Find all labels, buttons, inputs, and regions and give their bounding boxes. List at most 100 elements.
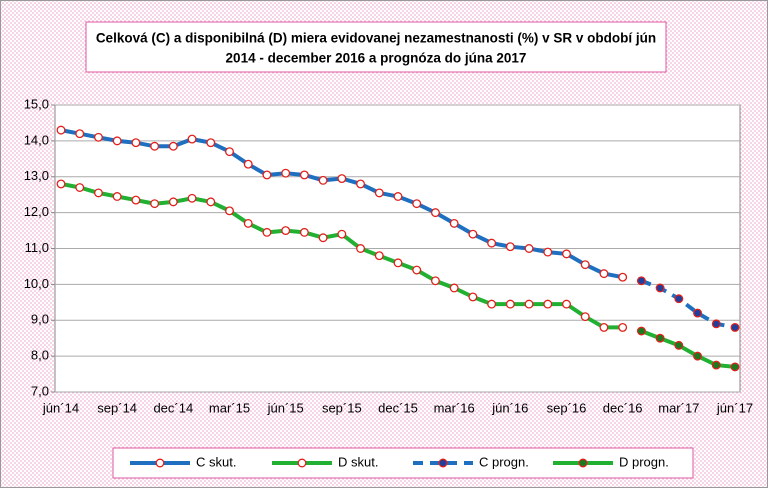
data-point (693, 308, 703, 318)
legend-marker (297, 458, 307, 468)
data-point (393, 258, 403, 268)
data-point (299, 170, 309, 180)
legend-label: C progn. (479, 454, 529, 469)
data-point (318, 175, 328, 185)
data-point (655, 333, 665, 343)
y-tick-label: 10,0 (24, 276, 49, 291)
data-point (93, 132, 103, 142)
x-tick-label: sep´15 (322, 400, 362, 415)
data-point (225, 147, 234, 157)
data-point (711, 360, 721, 370)
x-tick-label: dec´15 (378, 400, 418, 415)
data-point (430, 276, 440, 286)
data-point (187, 193, 197, 203)
y-tick-label: 13,0 (24, 168, 49, 183)
data-point (93, 188, 103, 198)
data-point (693, 351, 703, 361)
y-tick-label: 9,0 (31, 312, 49, 327)
title-box (85, 21, 667, 73)
legend-marker (578, 458, 588, 468)
data-point (393, 192, 403, 201)
data-point (580, 260, 590, 270)
data-point (56, 125, 66, 135)
data-point (599, 322, 609, 332)
data-point (655, 283, 665, 293)
data-point (168, 141, 178, 151)
data-point (112, 136, 122, 146)
legend-marker (155, 458, 165, 468)
data-point (337, 174, 347, 183)
data-point (243, 159, 253, 169)
x-tick-label: dec´16 (603, 400, 643, 415)
x-tick-label: jún´14 (42, 400, 79, 415)
x-tick-label: sep´14 (97, 400, 137, 415)
data-point (75, 129, 85, 139)
data-point (243, 218, 253, 228)
x-tick-label: jún´16 (491, 400, 528, 415)
data-point (206, 138, 216, 148)
data-point (356, 244, 366, 253)
data-point (730, 362, 740, 372)
data-point (206, 197, 216, 207)
y-tick-label: 8,0 (31, 348, 49, 363)
chart-title: Celková (C) a disponibilná (D) miera evi… (96, 31, 656, 46)
legend-label: D progn. (619, 454, 669, 469)
data-point (374, 188, 384, 198)
data-point (430, 208, 440, 218)
data-point (543, 299, 553, 309)
data-point (337, 229, 347, 239)
data-point (524, 244, 534, 253)
x-tick-label: mar´15 (209, 400, 250, 415)
data-point (318, 233, 328, 243)
data-point (711, 319, 721, 329)
data-point (468, 292, 478, 302)
data-point (505, 242, 515, 252)
legend-label: C skut. (196, 454, 236, 469)
data-point (636, 326, 646, 336)
data-point (730, 322, 740, 332)
data-point (449, 283, 459, 293)
data-point (618, 322, 628, 332)
data-point (580, 312, 590, 322)
legend-label: D skut. (338, 454, 378, 469)
x-tick-label: sep´16 (547, 400, 587, 415)
x-tick-label: dec´14 (153, 400, 193, 415)
data-point (543, 247, 553, 257)
data-point (674, 340, 684, 350)
data-point (75, 183, 85, 192)
x-tick-label: jún´17 (716, 400, 753, 415)
data-point (412, 199, 422, 209)
data-point (449, 218, 459, 228)
data-point (262, 227, 272, 237)
y-tick-label: 12,0 (24, 204, 49, 219)
data-point (562, 249, 571, 259)
x-tick-label: mar´16 (434, 400, 475, 415)
y-tick-label: 7,0 (31, 383, 49, 398)
data-point (524, 299, 534, 309)
data-point (487, 238, 497, 248)
data-point (356, 179, 366, 189)
data-point (150, 199, 160, 209)
x-tick-label: mar´17 (658, 400, 699, 415)
data-point (487, 299, 497, 309)
data-point (150, 141, 160, 151)
y-tick-label: 14,0 (24, 132, 49, 147)
data-point (281, 168, 291, 178)
data-point (618, 272, 628, 282)
y-tick-label: 15,0 (24, 96, 49, 111)
y-tick-label: 11,0 (25, 240, 49, 255)
chart-title: 2014 - december 2016 a prognóza do júna … (226, 51, 527, 66)
legend-marker (438, 458, 448, 468)
data-point (187, 134, 197, 144)
data-point (131, 138, 141, 148)
data-point (505, 299, 515, 309)
data-point (225, 206, 234, 216)
data-point (281, 226, 291, 236)
data-point (131, 195, 141, 205)
data-point (636, 276, 646, 286)
data-point (168, 197, 178, 207)
data-point (299, 227, 309, 237)
data-point (674, 294, 684, 304)
data-point (374, 251, 384, 261)
